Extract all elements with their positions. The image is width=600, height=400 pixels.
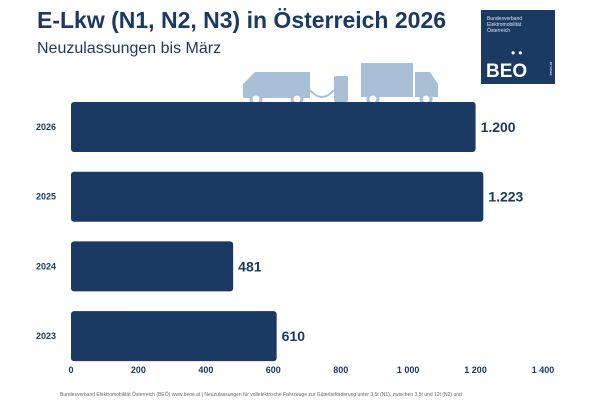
vehicle-icons <box>243 63 438 106</box>
data-label: 1.200 <box>481 119 516 135</box>
category-label: 2026 <box>36 122 56 132</box>
x-tick-label: 800 <box>333 365 348 375</box>
van-icon <box>243 72 310 106</box>
bar-2026 <box>71 102 476 152</box>
data-label: 481 <box>238 258 262 274</box>
x-tick-label: 1 400 <box>532 365 555 375</box>
category-label: 2025 <box>36 192 56 202</box>
bar-2024 <box>71 241 234 292</box>
x-tick-label: 0 <box>68 365 73 375</box>
page-subtitle: Neuzulassungen bis März <box>37 40 222 57</box>
x-tick-label: 600 <box>266 365 281 375</box>
category-label: 2023 <box>36 331 56 341</box>
bar-2025 <box>71 171 484 222</box>
category-label: 2024 <box>36 261 56 271</box>
beo-logo: Bundesverband Elektromobilität Österreich … <box>481 10 555 84</box>
logo-dots: •• <box>511 46 526 60</box>
data-label: 1.223 <box>488 189 523 205</box>
x-tick-label: 400 <box>198 365 213 375</box>
truck-icon <box>361 63 438 106</box>
x-tick-label: 200 <box>131 365 146 375</box>
logo-mark: BEO <box>486 61 528 82</box>
page-title: E-Lkw (N1, N2, N3) in Österreich 2026 <box>37 7 447 33</box>
x-tick-label: 1 200 <box>464 365 487 375</box>
bar-2023 <box>71 311 277 362</box>
footer-source: Bundesverband Elektromobilität Österreic… <box>60 392 462 398</box>
x-tick-label: 1 000 <box>397 365 420 375</box>
logo-text: Bundesverband Elektromobilität Österreich <box>487 16 523 34</box>
charging-station-icon <box>309 76 348 102</box>
data-label: 610 <box>282 328 306 344</box>
